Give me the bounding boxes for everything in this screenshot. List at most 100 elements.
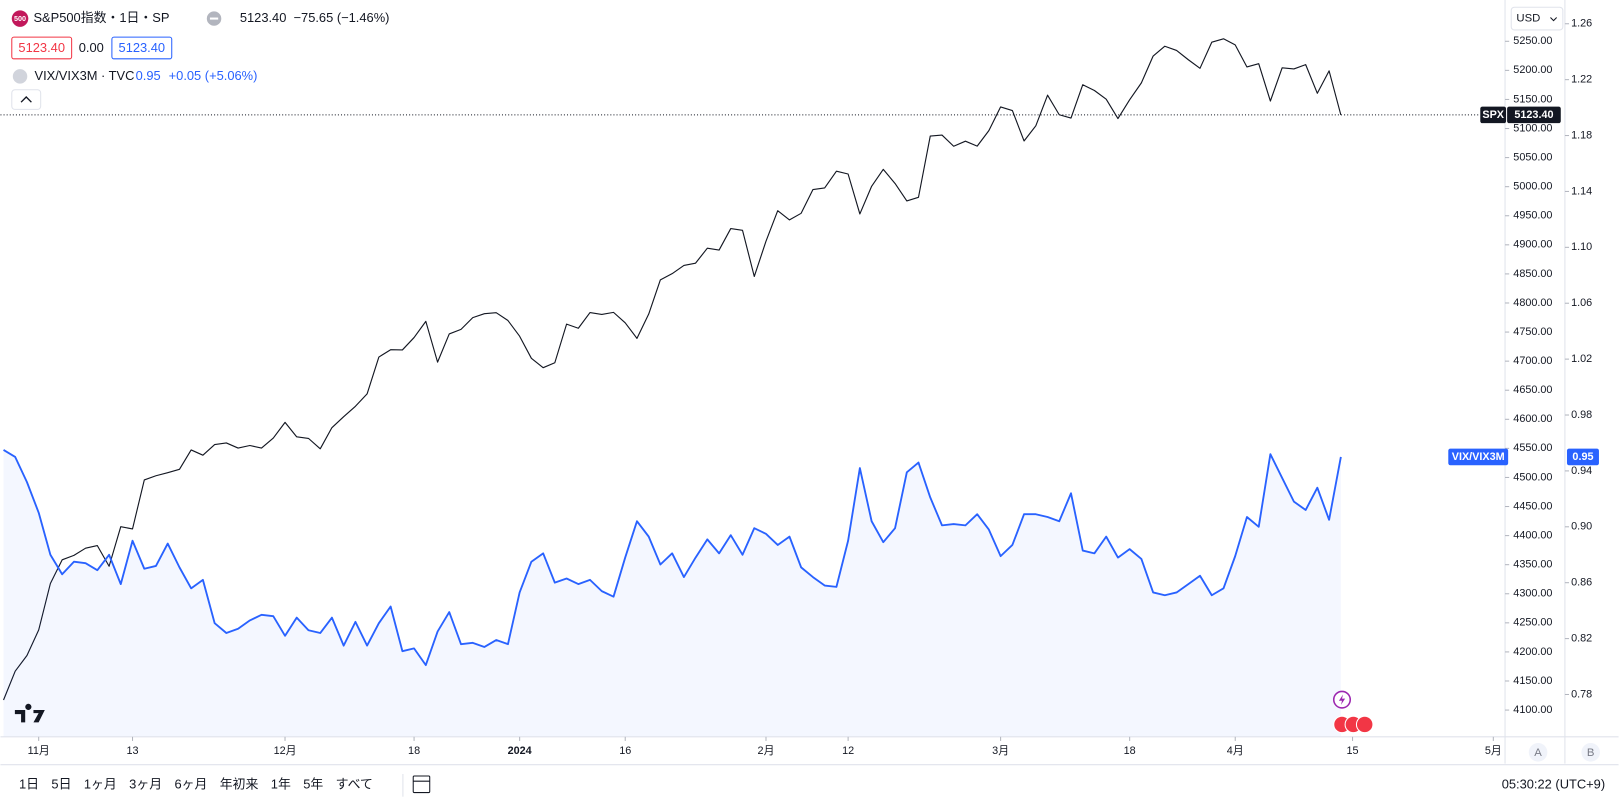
y2-tick-label: 1.22 <box>1571 74 1592 86</box>
y-tick-label: 4250.00 <box>1513 617 1552 629</box>
last-value-label: 5123.40 <box>1514 109 1553 121</box>
calendar-icon[interactable] <box>412 775 431 794</box>
x-tick-label: 11月 <box>28 745 50 757</box>
quote: 5123.40 <box>240 10 287 25</box>
y-tick-label: 5100.00 <box>1513 122 1552 134</box>
toolbar: 1日 5日 1ヶ月 3ヶ月 6ヶ月 年初来 1年 5年 すべて <box>19 777 373 792</box>
collapse-button[interactable] <box>11 89 42 110</box>
y-tick-label: 5200.00 <box>1513 64 1552 76</box>
logo-text: 500 <box>14 14 26 23</box>
y-tick-label: 5050.00 <box>1513 151 1552 163</box>
range-button[interactable]: 1年 <box>271 777 291 792</box>
y-tick-label: 4700.00 <box>1513 355 1552 367</box>
y-tick-label: 5150.00 <box>1513 93 1552 105</box>
y2-tick-label: 1.14 <box>1571 185 1592 197</box>
series-line <box>3 449 1342 667</box>
series-line <box>3 38 1342 701</box>
y-tick-label: 4900.00 <box>1513 239 1552 251</box>
symbol-title[interactable]: S&P500指数・1日・SP <box>33 10 169 25</box>
x-tick-label: 12月 <box>274 745 297 757</box>
spread-text: 0.00 <box>79 40 104 55</box>
x-tick-label: 18 <box>408 745 420 757</box>
last-value-box <box>1566 448 1599 466</box>
range-button[interactable]: 1日 <box>19 777 39 792</box>
scale-button-text: A <box>1534 747 1542 759</box>
x-tick-label: 13 <box>127 745 139 757</box>
y2-tick-label: 0.94 <box>1571 465 1592 477</box>
x-tick-label: 18 <box>1124 745 1136 757</box>
y-tick-label: 4400.00 <box>1513 529 1552 541</box>
x-tick-label: 16 <box>619 745 631 757</box>
range-button[interactable]: すべて <box>336 777 373 792</box>
series-name-box <box>1480 106 1507 124</box>
x-tick-label: 4月 <box>1227 745 1244 757</box>
y-tick-label: 4350.00 <box>1513 559 1552 571</box>
price-box <box>111 36 173 60</box>
tv-logo <box>14 703 45 723</box>
y2-tick-label: 0.78 <box>1571 688 1592 700</box>
x-tick-label: 5月 <box>1485 745 1502 757</box>
y-tick-label: 4500.00 <box>1513 471 1552 483</box>
event-icon-bolt <box>1338 694 1346 705</box>
change: −75.65 (−1.46%) <box>294 10 390 25</box>
price-box-text: 5123.40 <box>119 40 166 55</box>
range-button[interactable]: 3ヶ月 <box>129 777 162 792</box>
y2-tick-label: 1.06 <box>1571 297 1592 309</box>
last-value-label: 0.95 <box>1572 451 1593 463</box>
currency-button[interactable] <box>1510 6 1564 31</box>
y-tick-label: 4650.00 <box>1513 384 1552 396</box>
compare-change: +0.05 (+5.06%) <box>169 68 258 83</box>
scale-button[interactable] <box>1528 743 1548 762</box>
x-tick-label: 12 <box>842 745 854 757</box>
series-area <box>3 449 1341 737</box>
y2-tick-label: 1.26 <box>1571 18 1592 30</box>
y-tick-label: 5000.00 <box>1513 181 1552 193</box>
scale-button-text: B <box>1587 747 1595 759</box>
y2-tick-label: 0.90 <box>1571 521 1592 533</box>
plot-area <box>0 38 1481 737</box>
y-tick-label: 5250.00 <box>1513 35 1552 47</box>
x-tick-label: 2024 <box>508 745 532 757</box>
y2-tick-label: 1.18 <box>1571 129 1592 141</box>
collapse-icon <box>20 96 32 103</box>
series-name-label: VIX/VIX3M <box>1452 451 1505 463</box>
y-tick-label: 4300.00 <box>1513 588 1552 600</box>
x-tick-label: 3月 <box>992 745 1009 757</box>
y2-tick-label: 1.10 <box>1571 241 1592 253</box>
y-tick-label: 4950.00 <box>1513 210 1552 222</box>
y-tick-label: 4600.00 <box>1513 413 1552 425</box>
range-button[interactable]: 年初来 <box>220 777 259 792</box>
range-button[interactable]: 6ヶ月 <box>174 777 207 792</box>
event-icon[interactable] <box>1355 715 1374 734</box>
y2-tick-label: 0.98 <box>1571 409 1592 421</box>
price-box-text: 5123.40 <box>18 40 65 55</box>
range-button[interactable]: 5年 <box>303 777 323 792</box>
symbol-logo <box>11 10 29 27</box>
y2-tick-label: 0.82 <box>1571 632 1592 644</box>
y-tick-label: 4750.00 <box>1513 326 1552 338</box>
clock: 05:30:22 (UTC+9) <box>1502 777 1605 792</box>
y-tick-label: 4100.00 <box>1513 704 1552 716</box>
x-tick-label: 2月 <box>758 745 775 757</box>
range-button[interactable]: 5日 <box>51 777 71 792</box>
x-tick-label: 15 <box>1347 745 1359 757</box>
currency-caret <box>1550 17 1558 22</box>
series-name-box <box>1448 448 1509 466</box>
y-tick-label: 4200.00 <box>1513 646 1552 658</box>
y2-tick-label: 0.86 <box>1571 577 1592 589</box>
status-dot-bar <box>209 17 219 20</box>
last-value-box <box>1507 106 1561 124</box>
range-button[interactable]: 1ヶ月 <box>84 777 117 792</box>
compare-name[interactable]: VIX/VIX3M · TVC <box>34 68 134 83</box>
y-tick-label: 4450.00 <box>1513 500 1552 512</box>
series-name-label: SPX <box>1482 109 1504 121</box>
y-tick-label: 4150.00 <box>1513 675 1552 687</box>
price-box <box>11 36 73 60</box>
y-tick-label: 4850.00 <box>1513 268 1552 280</box>
compare-logo <box>12 69 28 84</box>
scale-button[interactable] <box>1581 743 1600 762</box>
y-tick-label: 4800.00 <box>1513 297 1552 309</box>
